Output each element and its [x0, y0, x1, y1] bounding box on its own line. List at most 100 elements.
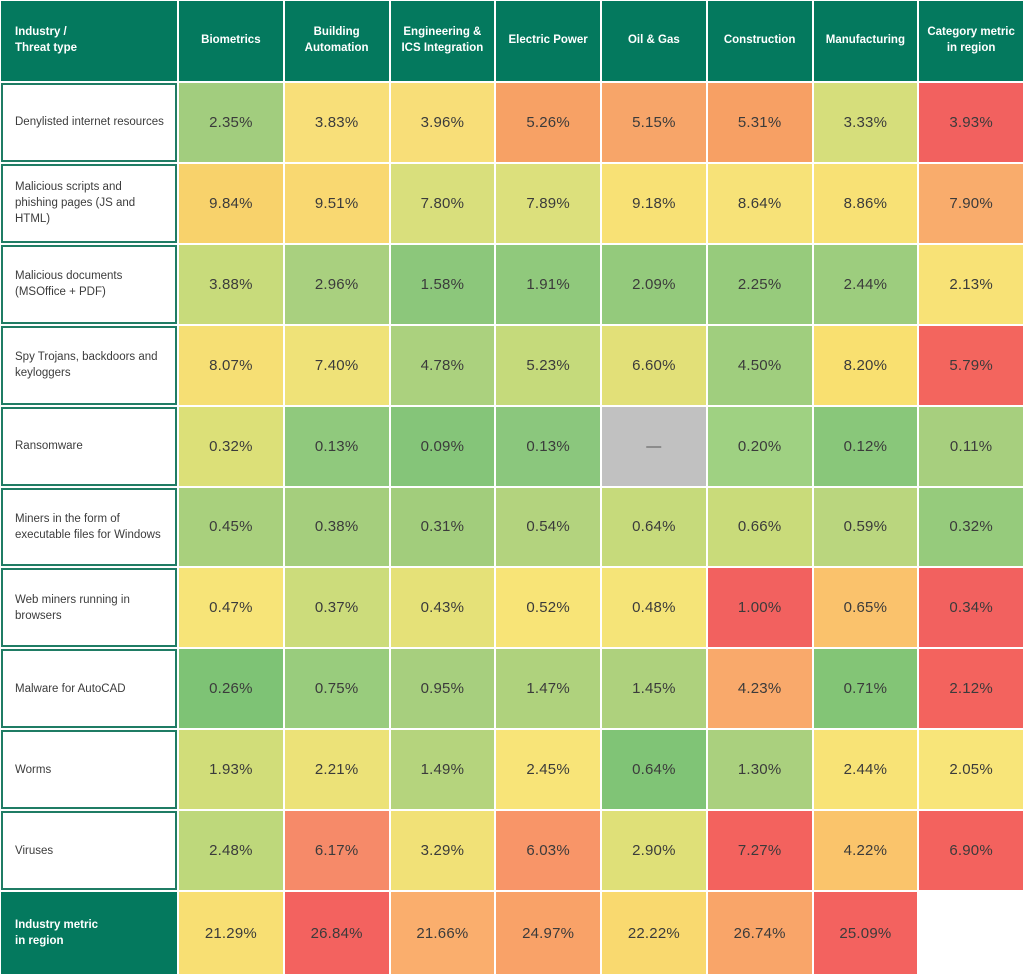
heatmap-cell-r10-c8: 6.90%	[918, 810, 1024, 891]
cell-value: 0.43%	[420, 599, 465, 617]
cell-value: 9.51%	[314, 194, 359, 212]
heatmap-cell-r1-c3: 3.96%	[389, 82, 496, 163]
heatmap-cell-r8-c4: 1.47%	[495, 648, 601, 730]
cell-value: 3.96%	[420, 113, 465, 131]
heatmap-cell-r6-c6: 0.66%	[706, 486, 813, 568]
cell-value: 2.48%	[209, 842, 253, 860]
heatmap-cell-r6-c2: 0.38%	[283, 486, 390, 568]
column-header-electric-power-text: Electric Power	[508, 34, 588, 47]
heatmap-cell-r9-c4: 2.45%	[495, 729, 601, 811]
cell-value: 2.44%	[843, 275, 888, 293]
footer-cell-c7: 25.09%	[812, 891, 919, 975]
row-label-worms-text: Worms	[15, 763, 52, 776]
heatmap-cell-r7-c1: 0.47%	[178, 567, 284, 649]
row-label-malicious-documents-msoffice-pdf-text: Malicious documents (MSOffice + PDF)	[15, 270, 123, 299]
row-label-denylisted-internet-resources-text: Denylisted internet resources	[15, 116, 164, 129]
heatmap-cell-r10-c7: 4.22%	[812, 810, 919, 891]
cell-value: 0.71%	[843, 680, 888, 698]
cell-value: 0.13%	[526, 437, 570, 455]
heatmap-cell-r6-c4: 0.54%	[495, 486, 601, 568]
column-header-category-metric-in-region: Category metric in region	[918, 0, 1024, 82]
heatmap-cell-r9-c8: 2.05%	[918, 729, 1024, 811]
heatmap-cell-r7-c8: 0.34%	[918, 567, 1024, 649]
heatmap-cell-r3-c7: 2.44%	[812, 243, 919, 325]
cell-value: 3.88%	[209, 275, 253, 293]
cell-value: 1.49%	[420, 761, 465, 779]
heatmap-cell-r2-c5: 9.18%	[601, 162, 707, 244]
row-label-web-miners-running-in-browsers: Web miners running in browsers	[0, 567, 178, 649]
cell-value: —	[646, 437, 662, 455]
cell-value: 2.25%	[737, 275, 782, 293]
cell-value: 7.27%	[737, 842, 782, 860]
cell-value: 26.74%	[733, 924, 786, 942]
cell-value: 0.12%	[843, 437, 888, 455]
row-label-viruses: Viruses	[0, 810, 178, 891]
column-header-electric-power: Electric Power	[495, 0, 601, 82]
cell-value: 0.59%	[843, 518, 888, 536]
cell-value: 0.32%	[949, 518, 993, 536]
cell-value: 1.58%	[420, 275, 465, 293]
corner-header-industry-threat-type-text: Industry / Threat type	[15, 26, 77, 54]
cell-value: 4.50%	[737, 356, 782, 374]
heatmap-cell-r1-c8: 3.93%	[918, 82, 1024, 163]
cell-value: 0.54%	[526, 518, 570, 536]
cell-value: 0.13%	[314, 437, 359, 455]
heatmap-cell-r8-c7: 0.71%	[812, 648, 919, 730]
cell-value: 5.79%	[949, 356, 993, 374]
cell-value: 2.21%	[314, 761, 359, 779]
cell-value: 2.13%	[949, 275, 993, 293]
cell-value: 7.90%	[949, 194, 993, 212]
footer-cell-c5: 22.22%	[601, 891, 707, 975]
cell-value: 0.31%	[420, 518, 465, 536]
row-label-malicious-scripts-and-phishing-pages-js--text: Malicious scripts and phishing pages (JS…	[15, 181, 136, 226]
cell-value: 26.84%	[310, 924, 363, 942]
column-header-building-automation: Building Automation	[283, 0, 390, 82]
heatmap-cell-r10-c5: 2.90%	[601, 810, 707, 891]
cell-value: 4.23%	[737, 680, 782, 698]
column-header-construction-text: Construction	[723, 34, 796, 47]
row-label-malware-for-autocad-text: Malware for AutoCAD	[15, 682, 126, 695]
cell-value: 0.11%	[949, 437, 993, 455]
heatmap-cell-r2-c6: 8.64%	[706, 162, 813, 244]
cell-value: 1.45%	[632, 680, 676, 698]
cell-value: 5.23%	[526, 356, 570, 374]
heatmap-cell-r5-c4: 0.13%	[495, 405, 601, 487]
cell-value: 0.64%	[632, 761, 676, 779]
heatmap-cell-r6-c7: 0.59%	[812, 486, 919, 568]
footer-cell-c3: 21.66%	[389, 891, 496, 975]
heatmap-cell-r7-c4: 0.52%	[495, 567, 601, 649]
heatmap-cell-r3-c3: 1.58%	[389, 243, 496, 325]
heatmap-cell-r1-c2: 3.83%	[283, 82, 390, 163]
cell-value: 2.90%	[632, 842, 676, 860]
heatmap-cell-r4-c5: 6.60%	[601, 324, 707, 406]
cell-value: 1.00%	[737, 599, 782, 617]
cell-value: 3.29%	[420, 842, 465, 860]
cell-value: 7.40%	[314, 356, 359, 374]
heatmap-cell-r9-c2: 2.21%	[283, 729, 390, 811]
cell-value: 0.37%	[314, 599, 359, 617]
heatmap-cell-r3-c1: 3.88%	[178, 243, 284, 325]
cell-value: 2.09%	[632, 275, 676, 293]
cell-value: 1.93%	[209, 761, 253, 779]
cell-value: 0.26%	[209, 680, 253, 698]
cell-value: 21.29%	[204, 924, 257, 942]
heatmap-cell-r8-c5: 1.45%	[601, 648, 707, 730]
cell-value: 24.97%	[522, 924, 575, 942]
column-header-oil-gas-text: Oil & Gas	[627, 34, 680, 47]
cell-value: 8.20%	[843, 356, 888, 374]
row-label-malicious-documents-msoffice-pdf: Malicious documents (MSOffice + PDF)	[0, 243, 178, 325]
cell-value: 0.64%	[632, 518, 676, 536]
cell-value: 2.12%	[949, 680, 993, 698]
heatmap-cell-r1-c4: 5.26%	[495, 82, 601, 163]
heatmap-cell-r10-c1: 2.48%	[178, 810, 284, 891]
heatmap-cell-r9-c3: 1.49%	[389, 729, 496, 811]
column-header-biometrics: Biometrics	[178, 0, 284, 82]
column-header-category-metric-in-region-text: Category metric in region	[927, 26, 1015, 54]
footer-cell-c8	[918, 891, 1024, 975]
heatmap-cell-r10-c4: 6.03%	[495, 810, 601, 891]
cell-value: 3.33%	[843, 113, 888, 131]
heatmap-cell-r8-c2: 0.75%	[283, 648, 390, 730]
heatmap-cell-r6-c1: 0.45%	[178, 486, 284, 568]
row-label-spy-trojans-backdoors-and-keyloggers: Spy Trojans, backdoors and keyloggers	[0, 324, 178, 406]
